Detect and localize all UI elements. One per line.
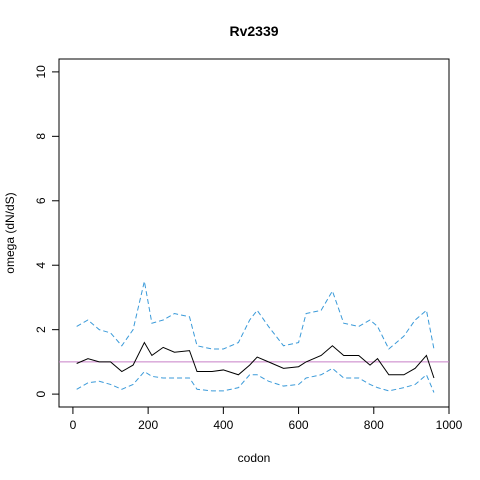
series-line bbox=[76, 281, 435, 350]
x-tick-label: 800 bbox=[364, 418, 384, 432]
y-tick-label: 8 bbox=[34, 133, 48, 140]
y-tick-label: 6 bbox=[34, 197, 48, 204]
series-line bbox=[76, 341, 435, 379]
chart-title: Rv2339 bbox=[229, 23, 278, 39]
x-tick-label: 1000 bbox=[436, 418, 463, 432]
x-tick-label: 400 bbox=[213, 418, 233, 432]
series-line bbox=[76, 367, 435, 393]
x-tick-label: 600 bbox=[289, 418, 309, 432]
y-tick-label: 2 bbox=[34, 326, 48, 333]
y-tick-label: 10 bbox=[34, 65, 48, 79]
y-tick-label: 4 bbox=[34, 262, 48, 269]
y-tick-label: 0 bbox=[34, 390, 48, 397]
x-axis-label: codon bbox=[238, 451, 271, 465]
plot-box bbox=[58, 58, 450, 408]
x-tick-label: 200 bbox=[138, 418, 158, 432]
x-tick-label: 0 bbox=[70, 418, 77, 432]
y-axis-label: omega (dN/dS) bbox=[3, 192, 17, 273]
